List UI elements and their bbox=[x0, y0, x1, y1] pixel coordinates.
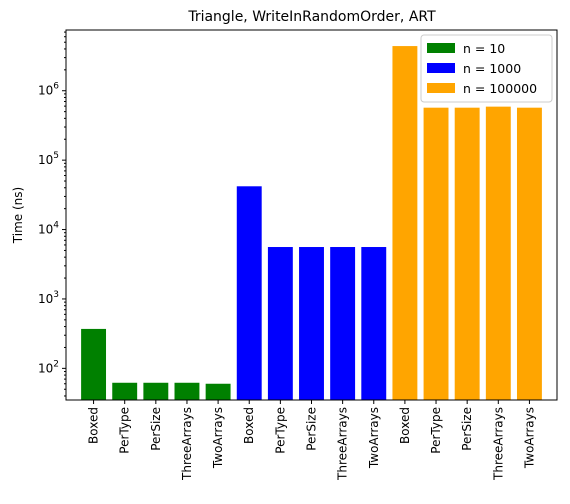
x-tick-label: PerType bbox=[118, 407, 132, 454]
bar-1-1 bbox=[267, 247, 293, 400]
y-axis-ticks: 102 103 104 105 106 bbox=[38, 31, 66, 397]
bar-1-2 bbox=[299, 247, 324, 400]
x-tick-label: ThreeArrays bbox=[491, 407, 505, 481]
x-tick-label: ThreeArrays bbox=[336, 407, 350, 481]
x-axis-ticks: Boxed PerType PerSize ThreeArrays TwoArrays B… bbox=[87, 400, 536, 481]
x-tick-label: PerSize bbox=[460, 407, 474, 451]
y-tick-label: 106 bbox=[38, 82, 59, 98]
bar-1-4 bbox=[361, 247, 387, 400]
legend-label: n = 1000 bbox=[463, 61, 521, 76]
x-tick-label: Boxed bbox=[242, 407, 256, 444]
bar-0-0 bbox=[81, 328, 107, 400]
y-tick-label: 105 bbox=[38, 151, 59, 167]
bars-group bbox=[81, 46, 542, 401]
bar-2-4 bbox=[516, 107, 542, 401]
bar-0-1 bbox=[112, 382, 138, 400]
x-tick-label: TwoArrays bbox=[522, 407, 536, 469]
bar-0-2 bbox=[143, 382, 169, 400]
y-tick-label: 103 bbox=[38, 290, 59, 306]
x-tick-label: PerSize bbox=[149, 407, 163, 451]
x-tick-label: ThreeArrays bbox=[180, 407, 194, 481]
y-tick-label: 102 bbox=[38, 359, 59, 375]
x-tick-label: TwoArrays bbox=[367, 407, 381, 469]
x-tick-label: PerSize bbox=[305, 407, 319, 451]
x-tick-label: PerType bbox=[273, 407, 287, 454]
x-tick-label: Boxed bbox=[398, 407, 412, 444]
bar-1-3 bbox=[330, 247, 356, 400]
legend-label: n = 100000 bbox=[463, 81, 537, 96]
y-tick-label: 104 bbox=[38, 221, 59, 237]
plot-frame bbox=[65, 29, 558, 401]
x-tick-label: TwoArrays bbox=[211, 407, 225, 469]
y-axis-label: Time (ns) bbox=[11, 187, 25, 244]
chart-title: Triangle, WriteInRandomOrder, ART bbox=[187, 9, 436, 25]
legend-swatch bbox=[427, 63, 455, 73]
x-tick-label: PerType bbox=[429, 407, 443, 454]
bar-1-0 bbox=[236, 186, 262, 400]
legend-swatch bbox=[427, 43, 455, 53]
bar-2-3 bbox=[485, 106, 511, 400]
bar-0-3 bbox=[174, 382, 200, 400]
bar-0-4 bbox=[205, 383, 231, 400]
bar-2-0 bbox=[392, 46, 418, 400]
legend: n = 10 n = 1000 n = 100000 bbox=[420, 34, 553, 103]
bar-2-1 bbox=[423, 107, 449, 401]
x-tick-label: Boxed bbox=[87, 407, 101, 444]
bar-2-2 bbox=[454, 107, 480, 401]
legend-label: n = 10 bbox=[463, 41, 505, 56]
legend-swatch bbox=[427, 83, 455, 93]
